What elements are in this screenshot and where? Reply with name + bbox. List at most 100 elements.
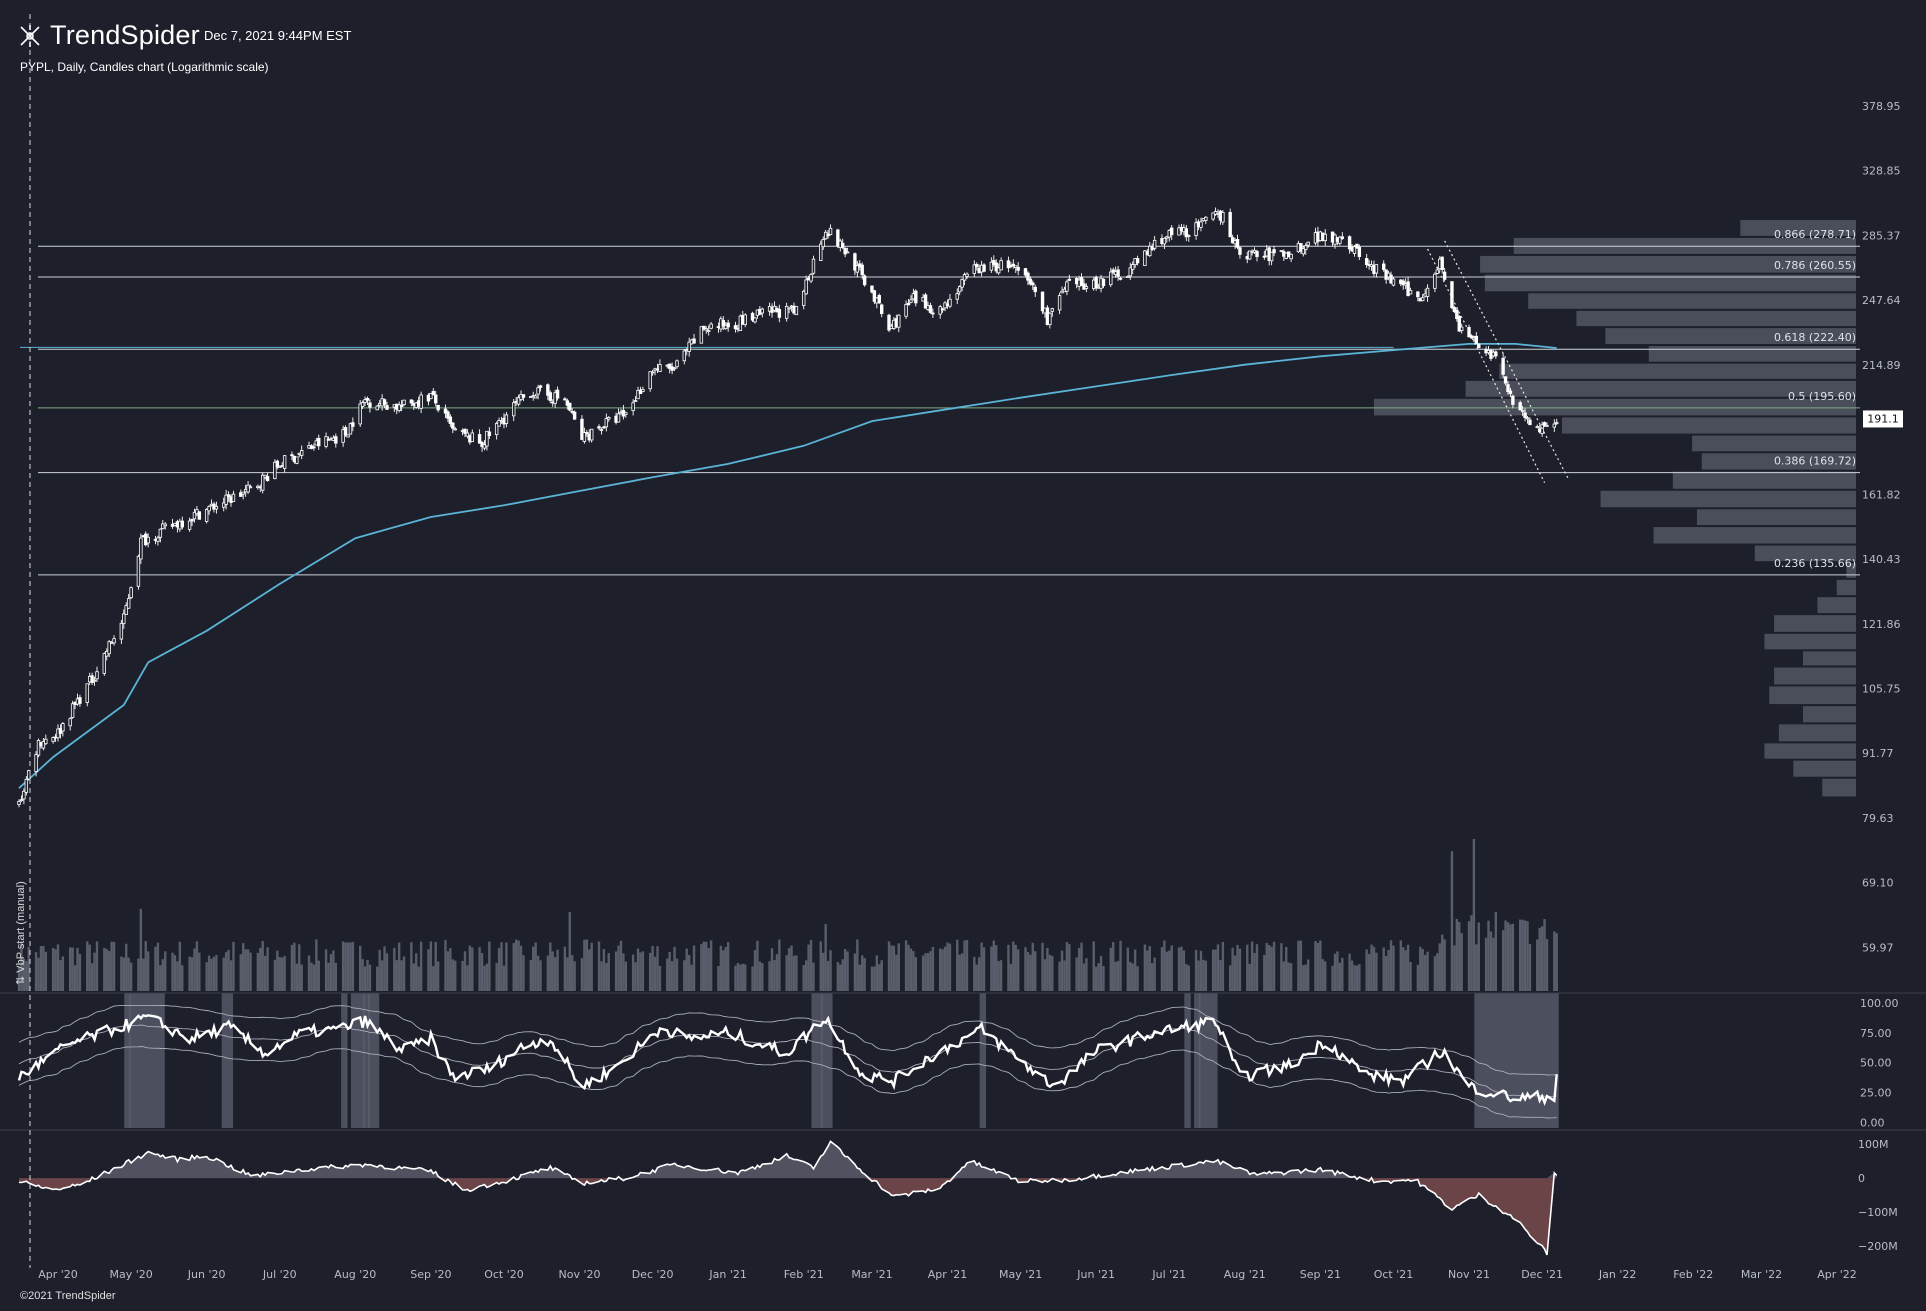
volume-bar bbox=[120, 956, 123, 991]
vbp-bar bbox=[1793, 760, 1856, 777]
vbp-start-label[interactable]: ⇅ VbP start (manual) bbox=[15, 881, 27, 985]
flow-tick-label: −200M bbox=[1858, 1240, 1898, 1253]
candle-body bbox=[675, 360, 679, 368]
candle bbox=[1406, 276, 1410, 297]
volume-bar bbox=[1170, 945, 1173, 991]
volume-bar bbox=[1426, 951, 1429, 991]
volume-bar bbox=[27, 946, 30, 991]
candle-body bbox=[923, 294, 928, 309]
volume-bar bbox=[1455, 918, 1459, 991]
candle bbox=[385, 401, 389, 410]
volume-bar bbox=[466, 965, 469, 991]
volume-bar bbox=[71, 947, 74, 991]
candle bbox=[992, 255, 996, 267]
candle bbox=[1143, 249, 1147, 266]
volume-bar bbox=[419, 941, 423, 991]
volume-bar bbox=[290, 944, 294, 991]
candle-body bbox=[139, 537, 143, 560]
candle bbox=[348, 422, 353, 435]
candle bbox=[273, 459, 277, 480]
candle bbox=[343, 425, 348, 437]
volume-bar bbox=[517, 940, 520, 991]
volume-bar bbox=[1082, 963, 1086, 991]
candle bbox=[334, 433, 338, 448]
volume-bar bbox=[863, 958, 866, 991]
volume-bar bbox=[673, 946, 676, 991]
candle bbox=[811, 255, 816, 275]
volume-bar bbox=[1341, 957, 1344, 991]
volume-bar bbox=[829, 950, 832, 991]
candle bbox=[538, 384, 543, 392]
volume-bar bbox=[429, 941, 433, 991]
volume-bar bbox=[822, 952, 825, 991]
candle bbox=[516, 394, 521, 407]
candle-body bbox=[794, 306, 799, 316]
volume-bar bbox=[224, 952, 228, 991]
candle bbox=[1016, 262, 1020, 276]
candle-body bbox=[1067, 278, 1072, 281]
volume-bar bbox=[107, 950, 111, 991]
vbp-bar bbox=[1374, 398, 1856, 416]
volume-bar bbox=[787, 948, 791, 991]
candle-body bbox=[538, 385, 543, 388]
volume-bar bbox=[51, 947, 55, 991]
candle-body bbox=[497, 419, 501, 427]
volume-profile bbox=[1374, 220, 1856, 797]
volume-bar bbox=[263, 955, 267, 991]
volume-bar bbox=[39, 946, 43, 991]
candle bbox=[636, 386, 640, 400]
volume-bar bbox=[1126, 947, 1130, 991]
candle bbox=[36, 738, 41, 758]
candle-body bbox=[95, 671, 99, 680]
volume-bar bbox=[461, 960, 464, 991]
candle-body bbox=[409, 399, 414, 404]
volume-bar bbox=[193, 948, 196, 991]
candle bbox=[465, 429, 470, 439]
candle-body bbox=[1347, 236, 1352, 250]
volume-bar bbox=[1014, 944, 1017, 991]
candle bbox=[853, 252, 857, 276]
trend-channel[interactable] bbox=[1427, 240, 1570, 483]
candle bbox=[1026, 271, 1030, 286]
volume-bar bbox=[495, 963, 498, 991]
volume-bar bbox=[751, 966, 754, 991]
candles[interactable] bbox=[17, 207, 1559, 808]
volume-bar bbox=[539, 960, 542, 991]
candle-body bbox=[477, 434, 482, 444]
candle bbox=[222, 497, 226, 512]
last-price-box bbox=[1863, 410, 1903, 428]
volume-bar bbox=[1285, 946, 1288, 991]
candle-body bbox=[548, 392, 552, 401]
vbp-bar bbox=[1561, 417, 1856, 434]
vbp-bar bbox=[1778, 724, 1856, 742]
x-tick-label: Dec '20 bbox=[632, 1268, 674, 1281]
candle-body bbox=[1247, 250, 1252, 260]
candle-body bbox=[158, 528, 163, 538]
volume-bar bbox=[683, 960, 686, 991]
volume-bar bbox=[307, 955, 311, 991]
volume-bar bbox=[1467, 921, 1471, 991]
volume-bar bbox=[995, 945, 998, 991]
volume-bar bbox=[139, 908, 143, 991]
candle-body bbox=[360, 402, 365, 407]
volume-bar bbox=[1092, 941, 1095, 991]
candle bbox=[989, 257, 994, 273]
volume-bar bbox=[1475, 944, 1478, 991]
volume-bar bbox=[1460, 933, 1463, 991]
volume-bar bbox=[1185, 963, 1188, 991]
volume-bar bbox=[1523, 920, 1527, 991]
flow-line bbox=[18, 1140, 1558, 1256]
candle-body bbox=[512, 402, 516, 417]
volume-bar bbox=[1509, 924, 1512, 991]
candle bbox=[1031, 280, 1035, 290]
volume-bar bbox=[892, 945, 896, 991]
candle bbox=[1040, 291, 1045, 315]
candle bbox=[431, 388, 435, 396]
candle-body bbox=[107, 641, 111, 655]
candle-body bbox=[1545, 424, 1549, 427]
volume-bar bbox=[622, 953, 625, 991]
candle bbox=[1128, 262, 1132, 280]
candle-body bbox=[487, 431, 492, 436]
candle bbox=[1148, 242, 1152, 258]
candle-body bbox=[1382, 263, 1386, 270]
